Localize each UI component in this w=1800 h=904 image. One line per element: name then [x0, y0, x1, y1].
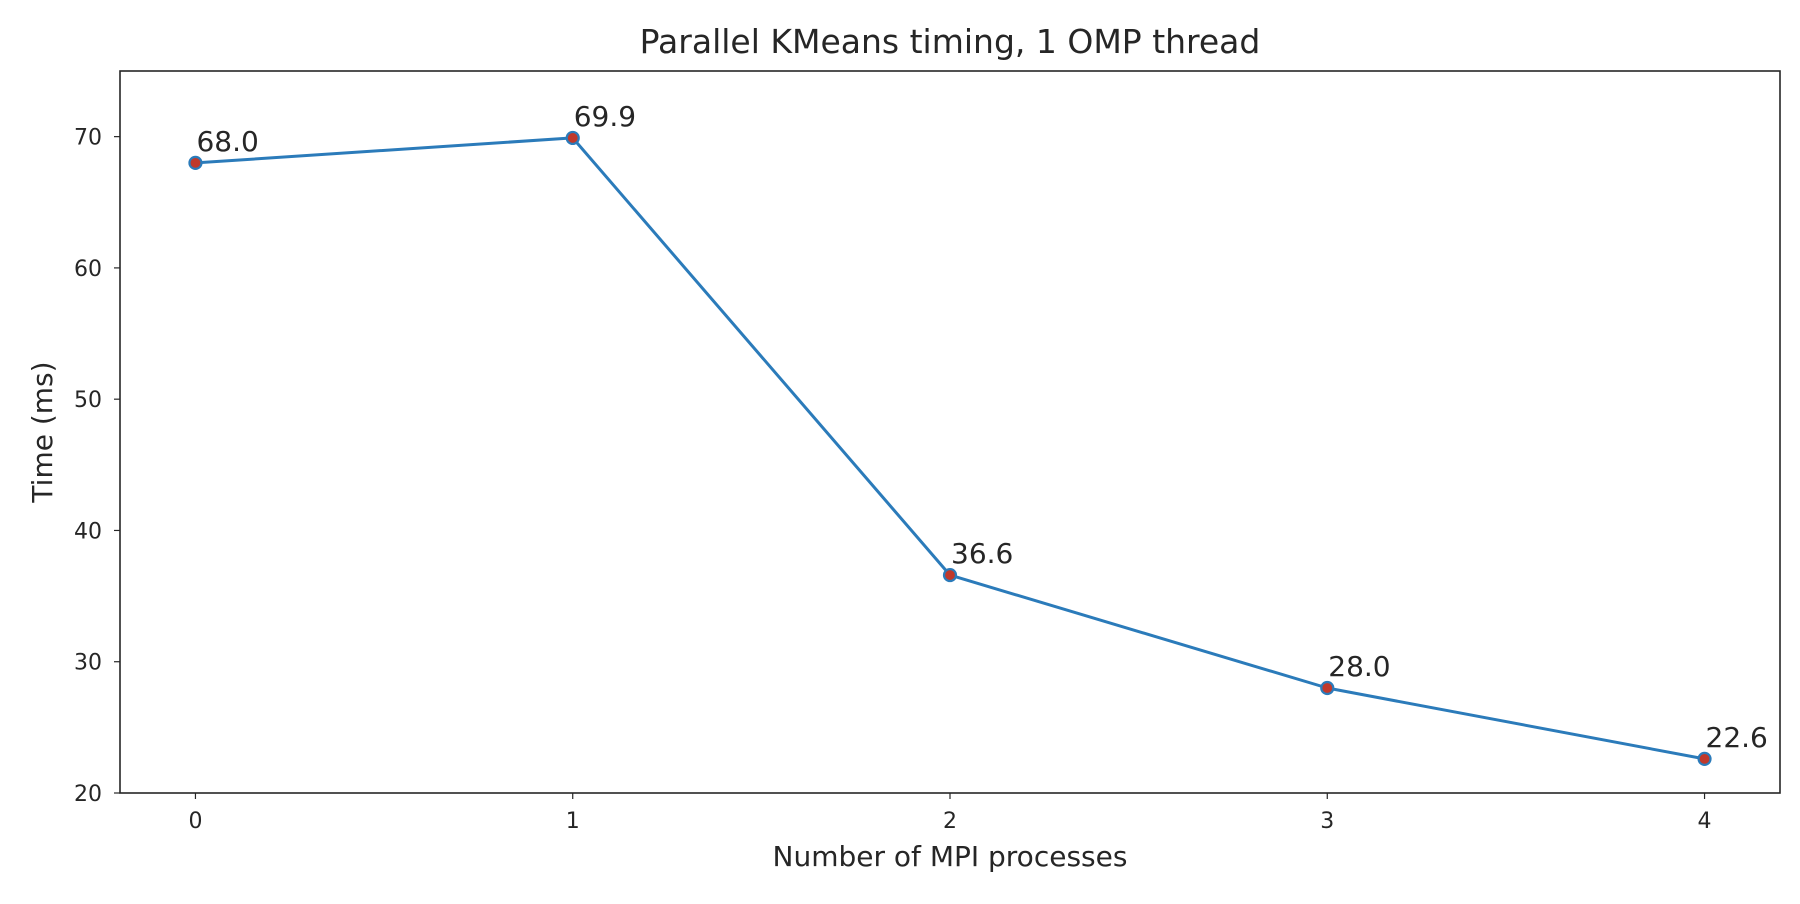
data-label: 28.0	[1328, 650, 1390, 683]
series-layer	[188, 130, 1712, 766]
x-axis-ticks: 0 1 2 3 4	[188, 793, 1712, 834]
data-label: 69.9	[574, 100, 636, 133]
y-axis-title: Time (ms)	[26, 361, 59, 503]
x-tick-label: 1	[566, 809, 580, 834]
y-tick-label: 30	[74, 651, 102, 676]
data-label: 22.6	[1706, 721, 1768, 754]
chart-title: Parallel KMeans timing, 1 OMP thread	[640, 22, 1261, 61]
data-point	[565, 130, 580, 146]
y-tick-label: 20	[74, 782, 102, 807]
data-point	[188, 155, 203, 170]
y-tick-label: 40	[74, 519, 102, 544]
x-tick-label: 2	[943, 809, 957, 834]
data-point	[1697, 751, 1712, 766]
data-label-layer: 68.0 69.9 36.6 28.0 22.6	[196, 100, 1767, 754]
x-tick-label: 4	[1698, 809, 1712, 834]
y-tick-label: 70	[74, 126, 102, 151]
plot-area-frame	[119, 70, 1781, 794]
y-axis-ticks: 20 30 40 50 60 70	[74, 126, 120, 807]
data-label: 36.6	[951, 537, 1013, 570]
y-tick-label: 50	[74, 388, 102, 413]
x-tick-label: 0	[188, 809, 202, 834]
x-axis-title: Number of MPI processes	[773, 840, 1128, 873]
series-line	[194, 136, 1706, 761]
y-tick-label: 60	[74, 257, 102, 282]
data-point	[1320, 680, 1335, 696]
data-point	[942, 567, 958, 583]
x-tick-label: 3	[1320, 809, 1334, 834]
data-label: 68.0	[196, 125, 258, 158]
